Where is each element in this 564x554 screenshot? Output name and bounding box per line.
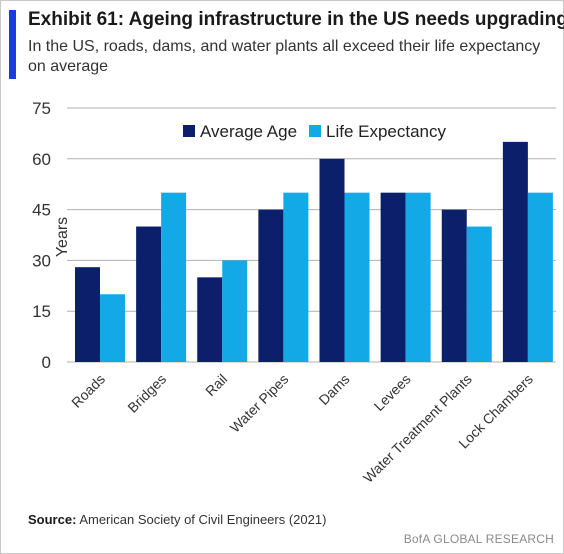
bar-life-expectancy: [161, 192, 187, 362]
y-tick-label: 45: [32, 201, 51, 220]
legend-swatch: [309, 125, 321, 137]
brand-label: BofA GLOBAL RESEARCH: [403, 532, 554, 546]
y-tick-label: 60: [32, 150, 51, 169]
legend-label: Average Age: [200, 122, 297, 141]
bar-life-expectancy: [405, 192, 431, 362]
bar-average-age: [502, 141, 528, 362]
y-tick-label: 30: [32, 251, 51, 270]
bar-average-age: [197, 277, 223, 362]
bar-life-expectancy: [466, 226, 492, 362]
accent-bar: [9, 10, 16, 79]
x-tick-label: Water Pipes: [227, 371, 292, 436]
y-axis-title: Years: [54, 217, 71, 257]
x-tick-label: Water Treatment Plants: [360, 371, 475, 486]
x-tick-label: Dams: [315, 371, 352, 408]
bar-average-age: [380, 192, 406, 362]
bar-average-age: [258, 209, 284, 362]
y-tick-label: 0: [42, 353, 51, 372]
exhibit-title: Exhibit 61: Ageing infrastructure in the…: [28, 9, 564, 30]
bar-life-expectancy: [344, 192, 370, 362]
source-note: Source: American Society of Civil Engine…: [28, 512, 326, 527]
bar-life-expectancy: [527, 192, 553, 362]
bar-life-expectancy: [222, 260, 248, 362]
x-tick-label: Levees: [371, 371, 414, 414]
bar-average-age: [75, 267, 100, 362]
source-label: Source:: [28, 512, 77, 527]
bar-average-age: [319, 158, 345, 362]
x-tick-label: Bridges: [124, 371, 169, 416]
x-tick-label: Roads: [68, 371, 108, 411]
legend-swatch: [183, 125, 195, 137]
bar-average-age: [441, 209, 467, 362]
bar-life-expectancy: [283, 192, 309, 362]
y-tick-label: 15: [32, 302, 51, 321]
bar-life-expectancy: [100, 294, 125, 362]
bar-average-age: [136, 226, 162, 362]
y-tick-label: 75: [32, 99, 51, 118]
x-tick-label: Rail: [202, 371, 230, 399]
legend-label: Life Expectancy: [326, 122, 447, 141]
source-text: American Society of Civil Engineers (202…: [79, 512, 327, 527]
exhibit-subtitle: In the US, roads, dams, and water plants…: [28, 38, 541, 75]
